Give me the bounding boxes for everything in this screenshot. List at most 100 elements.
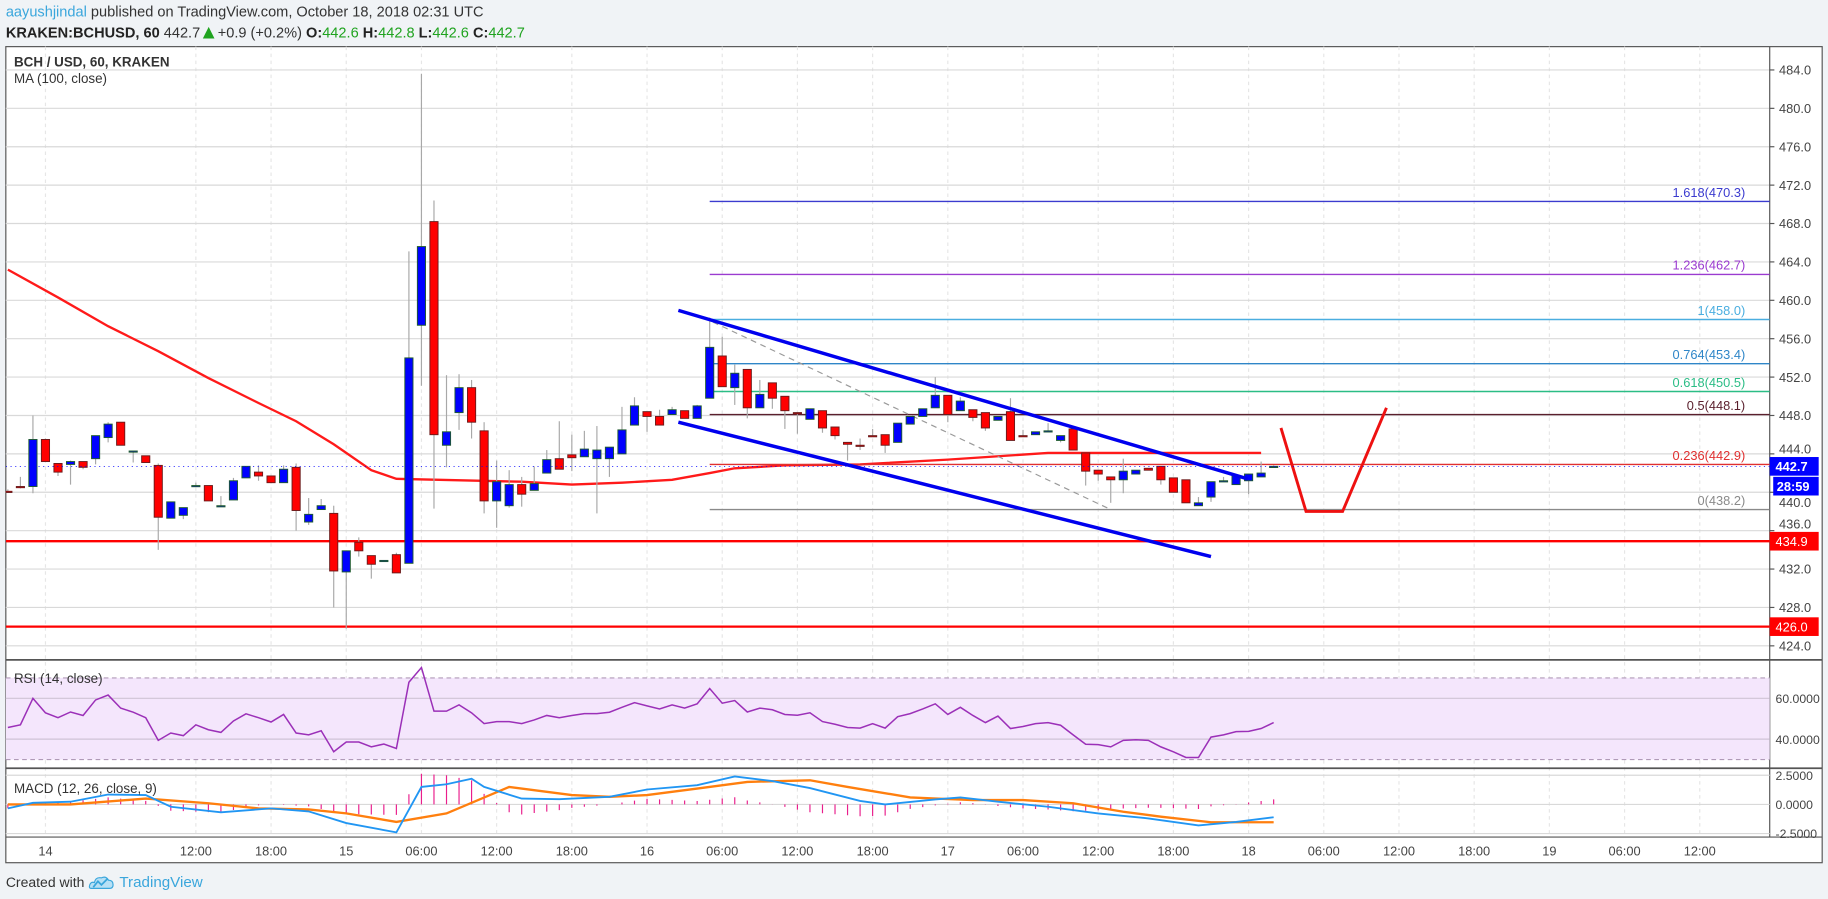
time-tick-label: 06:00 (1007, 844, 1039, 859)
support-price-badge (1769, 531, 1819, 551)
candle (1181, 479, 1191, 504)
candle-body (1056, 435, 1066, 441)
candle-body (1081, 452, 1091, 472)
time-tick-label: 14 (38, 844, 52, 859)
candle (868, 428, 878, 438)
candle (567, 434, 577, 472)
candle (479, 422, 489, 514)
publish-text: published on TradingView.com, October 18… (90, 3, 484, 20)
time-tick-label: 18:00 (1458, 844, 1490, 859)
candle-body (203, 485, 213, 502)
candle-body (5, 490, 13, 493)
candle (203, 485, 213, 502)
candle-body (291, 466, 301, 511)
candle-body (341, 550, 351, 573)
candle-body (103, 423, 113, 439)
price-tick-label: 432.0 (1779, 562, 1811, 577)
candle-body (166, 501, 176, 519)
candle (191, 482, 201, 488)
candle-body (429, 221, 439, 436)
candle (65, 460, 76, 485)
last-price-label: 442.7 (1776, 459, 1808, 474)
candle (166, 501, 176, 519)
candle-body (304, 513, 314, 523)
candle (1143, 467, 1153, 471)
candle-body (266, 475, 276, 484)
candle (341, 550, 351, 629)
candle-body (1093, 469, 1103, 475)
candle-body (742, 368, 752, 409)
author-link[interactable]: aayushjindal (5, 3, 87, 20)
candle-body (329, 512, 339, 572)
candle-body (755, 393, 765, 409)
candle (1043, 423, 1053, 433)
candle-body (65, 461, 76, 465)
candle (993, 415, 1003, 421)
candle (366, 555, 376, 579)
candle (391, 552, 401, 574)
candle (354, 537, 364, 557)
candle (968, 409, 978, 422)
open-value: 442.6 (322, 24, 359, 41)
candle (1106, 476, 1116, 503)
candle (1269, 465, 1279, 468)
tradingview-brand[interactable]: TradingView (119, 873, 203, 891)
candle (404, 251, 414, 564)
close-label: C: (472, 24, 489, 41)
rsi-tick-label: 40.0000 (1776, 733, 1820, 747)
candle (78, 461, 88, 470)
candle (128, 450, 138, 463)
candle-body (253, 471, 264, 477)
candle-body (15, 486, 25, 489)
time-tick-label: 19 (1542, 844, 1556, 859)
candle (467, 379, 477, 439)
candle (1256, 461, 1266, 478)
candle-body (617, 429, 627, 455)
candle (642, 411, 652, 432)
channel-lower-trendline (677, 420, 1212, 559)
candle-body (717, 355, 727, 388)
candle-body (153, 464, 163, 518)
channel-upper-trendline (677, 308, 1249, 481)
candle-body (241, 465, 251, 479)
candle (592, 426, 602, 514)
macd-tick-label: -2.5000 (1776, 827, 1818, 841)
price-tick-label: 428.0 (1779, 600, 1811, 615)
time-tick-label: 12:00 (180, 844, 212, 859)
candle (843, 441, 853, 461)
candle-body (141, 455, 151, 463)
candle (930, 377, 940, 409)
candle (617, 406, 627, 455)
candle-body (91, 435, 101, 460)
candle-body (792, 412, 802, 415)
time-tick-label: 18:00 (255, 844, 287, 859)
candle (817, 410, 828, 433)
candle-body (604, 446, 614, 460)
support-price-badge (1769, 617, 1819, 636)
candle-body (1131, 469, 1141, 475)
candle (178, 507, 188, 520)
triangle-up-icon (202, 26, 215, 39)
candle-body (918, 408, 928, 417)
low-value: 442.6 (432, 24, 469, 41)
candle-body (1156, 465, 1166, 481)
fib-level-label: 1(458.0) (1697, 303, 1745, 318)
candle-body (53, 463, 63, 473)
candle-body (1206, 481, 1216, 498)
candle-body (1168, 477, 1178, 493)
candle (1131, 469, 1141, 475)
candle (1030, 431, 1041, 436)
candle (441, 375, 452, 468)
candle (1056, 435, 1066, 443)
rsi-legend: RSI (14, close) (14, 671, 103, 686)
candle (103, 422, 113, 443)
time-tick-label: 06:00 (1609, 844, 1641, 859)
candle-body (228, 480, 239, 501)
candle (905, 415, 915, 425)
rsi-line (7, 665, 1274, 759)
fib-level-label: 0.764(453.4) (1673, 347, 1746, 362)
candle-body (191, 485, 201, 488)
fib-level-label: 0.618(450.5) (1673, 375, 1746, 390)
price-tick-label: 424.0 (1779, 639, 1811, 654)
